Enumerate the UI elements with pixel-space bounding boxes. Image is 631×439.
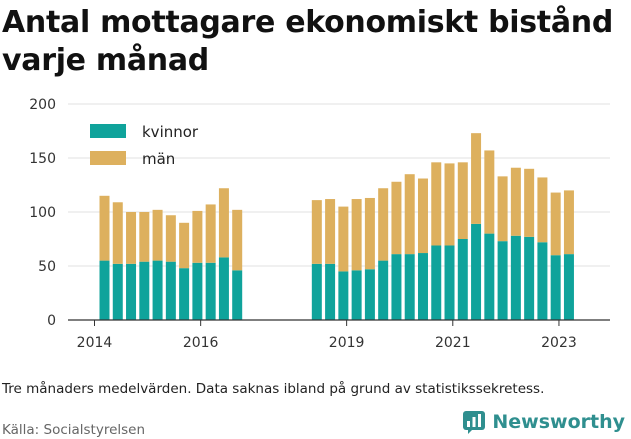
bar-kvinnor (165, 261, 176, 320)
bar-man (417, 178, 428, 254)
bars (99, 133, 574, 320)
bar-man (139, 212, 150, 262)
bar-kvinnor (364, 269, 375, 320)
bar-kvinnor (179, 268, 190, 320)
bar-man (404, 174, 415, 255)
bar-man (351, 199, 362, 271)
bar-man (457, 162, 468, 239)
bar-man (311, 200, 322, 264)
legend-swatch (90, 124, 126, 138)
brand-name: Newsworthy (492, 411, 625, 433)
bar-kvinnor (218, 257, 229, 320)
bar-kvinnor (338, 271, 349, 320)
bar-kvinnor (457, 239, 468, 320)
bar-kvinnor (126, 263, 137, 320)
bar-kvinnor (99, 260, 110, 320)
legend-label: kvinnor (142, 123, 199, 141)
legend: kvinnor män (90, 123, 199, 168)
bar-man (232, 209, 243, 271)
bar-man (550, 192, 561, 256)
bar-man (497, 176, 508, 242)
bar-kvinnor (563, 254, 574, 320)
bar-man (338, 206, 349, 272)
bar-man (112, 202, 123, 264)
bar-man (537, 177, 548, 243)
bar-man (510, 167, 521, 236)
bar-man (325, 199, 336, 264)
bar-man (205, 204, 216, 263)
bar-kvinnor (325, 263, 336, 320)
bar-man (179, 222, 190, 269)
bar-kvinnor (471, 223, 482, 320)
bar-man (126, 212, 137, 264)
chart-note: Tre månaders medelvärden. Data saknas ib… (2, 381, 545, 397)
bar-kvinnor (391, 254, 402, 320)
y-tick-label: 150 (29, 151, 56, 167)
bar-man (152, 209, 163, 261)
bar-kvinnor (417, 253, 428, 320)
bar-kvinnor (378, 260, 389, 320)
y-tick-label: 0 (47, 313, 56, 329)
legend-label: män (142, 150, 175, 168)
bar-man (431, 162, 442, 246)
bar-kvinnor (537, 242, 548, 320)
bar-man (444, 163, 455, 246)
bar-kvinnor (444, 245, 455, 320)
bar-man (192, 210, 203, 263)
bar-kvinnor (205, 262, 216, 320)
bar-kvinnor (351, 270, 362, 320)
y-axis-ticks: 0 50 100 150 200 (29, 97, 56, 329)
bar-kvinnor (510, 235, 521, 320)
legend-swatch (90, 151, 126, 165)
bar-man (484, 150, 495, 234)
x-tick-label: 2019 (329, 335, 365, 351)
bar-man (471, 133, 482, 224)
bar-man (165, 215, 176, 262)
bar-kvinnor (550, 255, 561, 320)
bar-kvinnor (484, 233, 495, 320)
chart-title: Antal mottagare ekonomiskt bistånd varje… (2, 5, 614, 78)
x-tick-label: 2023 (541, 335, 577, 351)
bar-kvinnor (192, 262, 203, 320)
y-tick-label: 100 (29, 205, 56, 221)
x-tick-label: 2014 (77, 335, 113, 351)
bar-kvinnor (311, 263, 322, 320)
x-axis: 2014 2016 2019 2021 2023 (68, 319, 610, 351)
bar-kvinnor (431, 245, 442, 320)
y-tick-label: 200 (29, 97, 56, 113)
bar-kvinnor (112, 263, 123, 320)
bar-kvinnor (232, 270, 243, 320)
chart-source: Källa: Socialstyrelsen (2, 422, 146, 438)
bar-kvinnor (524, 236, 535, 320)
x-tick-label: 2016 (183, 335, 219, 351)
y-tick-label: 50 (38, 259, 56, 275)
bar-kvinnor (404, 254, 415, 320)
bar-kvinnor (152, 260, 163, 320)
bar-man (99, 195, 110, 261)
newsworthy-logo[interactable]: Newsworthy (462, 410, 625, 434)
bar-man (563, 190, 574, 255)
chart-area: 0 50 100 150 200 2014 2016 2019 2021 2023 kvinno… (29, 97, 610, 351)
newsworthy-logo-icon (463, 411, 486, 434)
bar-man (378, 188, 389, 261)
bar-man (364, 197, 375, 270)
x-tick-label: 2021 (435, 335, 471, 351)
bar-man (524, 168, 535, 237)
bar-man (391, 181, 402, 255)
bar-man (218, 188, 229, 258)
bar-kvinnor (497, 241, 508, 320)
bar-kvinnor (139, 261, 150, 320)
